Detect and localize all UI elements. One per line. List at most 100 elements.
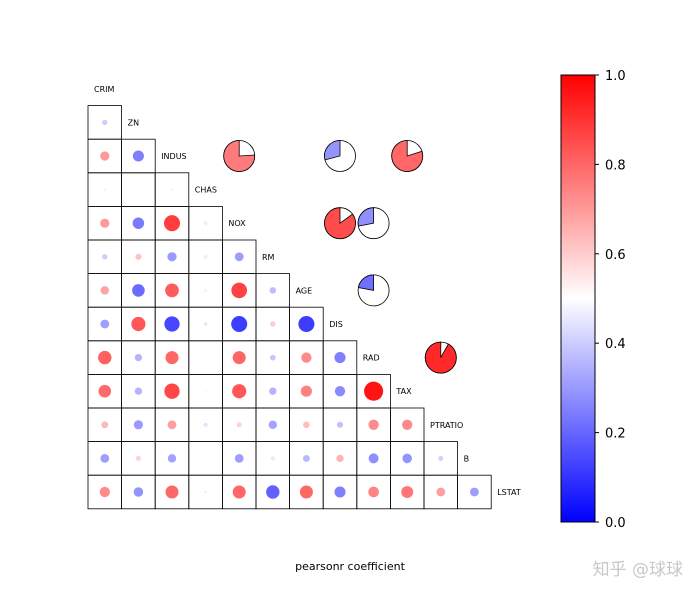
correlation-circle <box>469 487 479 497</box>
correlation-circle <box>133 420 143 430</box>
correlation-circle <box>101 421 109 429</box>
x-axis-label: pearsonr coefficient <box>295 560 405 573</box>
correlation-circle <box>302 454 310 462</box>
correlation-circle <box>165 283 179 298</box>
correlation-circle <box>334 486 346 498</box>
correlation-circle <box>236 422 242 428</box>
correlation-circle <box>266 485 280 499</box>
correlation-circle <box>204 490 207 494</box>
correlation-circle <box>164 316 180 332</box>
correlation-circle <box>204 457 207 460</box>
variable-label: RM <box>262 253 275 262</box>
correlation-circle <box>100 218 110 228</box>
correlation-circle <box>203 322 208 326</box>
pie-slice <box>424 341 457 374</box>
variable-label: NOX <box>228 219 246 228</box>
correlation-circle <box>438 455 444 461</box>
correlation-circle <box>270 456 275 461</box>
variable-label: ZN <box>128 118 139 127</box>
correlation-circle <box>135 253 142 260</box>
correlation-circle <box>203 422 208 427</box>
pie-slice <box>357 207 374 227</box>
correlation-circle <box>165 485 179 499</box>
pie-marker <box>424 341 457 374</box>
pie-marker <box>324 140 356 172</box>
correlation-circle <box>269 354 276 361</box>
correlation-circle <box>98 384 112 398</box>
correlation-circle <box>134 387 143 395</box>
correlation-circle <box>402 453 412 464</box>
colorbar-tick-label: 0.6 <box>605 248 626 263</box>
variable-label: DIS <box>329 320 343 329</box>
correlation-circle <box>132 150 144 162</box>
pie-slice <box>357 274 374 291</box>
correlation-circle <box>103 188 107 191</box>
correlation-circle <box>234 252 244 262</box>
correlation-circle <box>132 284 145 297</box>
correlation-circle <box>232 384 247 399</box>
correlation-circle <box>269 387 277 395</box>
variable-label: CRIM <box>94 85 115 94</box>
correlation-circle <box>137 188 140 191</box>
correlation-circle <box>234 453 244 463</box>
pie-marker <box>357 207 390 240</box>
colorbar-tick-label: 0.2 <box>605 427 626 442</box>
correlation-circle <box>268 420 278 430</box>
variable-label: B <box>464 454 470 463</box>
pie-marker <box>357 274 390 307</box>
correlation-circle <box>102 254 108 260</box>
correlation-circle <box>270 321 276 327</box>
correlation-circle <box>167 420 177 430</box>
correlation-circle <box>203 221 208 225</box>
colorbar-gradient <box>560 74 596 523</box>
correlation-circle <box>163 215 181 232</box>
pie-slice <box>324 207 356 240</box>
variable-labels: CRIM ZN INDUS CHAS NOX RM AGE DIS RAD TAX PTRATIO B… <box>94 85 521 497</box>
pie-marker <box>391 140 424 172</box>
correlation-circle <box>368 453 379 464</box>
colorbar-tick-label: 1.0 <box>605 69 626 84</box>
pie-markers <box>223 140 457 374</box>
correlation-circle <box>100 286 110 295</box>
correlation-circle <box>301 352 312 363</box>
correlation-circle <box>368 419 379 430</box>
variable-label: TAX <box>395 387 412 396</box>
variable-label: INDUS <box>161 152 186 161</box>
correlation-circle <box>167 252 177 262</box>
colorbar-tick-label: 0.4 <box>605 337 626 352</box>
correlation-circle <box>98 350 112 365</box>
correlation-circle <box>231 315 248 333</box>
variable-label: AGE <box>296 286 313 295</box>
variable-label: PTRATIO <box>430 421 463 430</box>
pie-slice <box>391 140 424 172</box>
correlation-circle <box>100 453 110 463</box>
correlation-circle <box>134 353 143 362</box>
correlation-circle <box>133 487 144 497</box>
correlation-circle <box>164 383 180 399</box>
watermark: 知乎 @球球 <box>593 560 683 580</box>
correlation-circle <box>300 385 312 397</box>
correlation-circle <box>204 390 207 393</box>
pie-marker <box>223 140 256 172</box>
correlation-circle <box>100 151 110 161</box>
variable-label: CHAS <box>195 186 217 195</box>
variable-label: LSTAT <box>497 488 521 497</box>
correlation-circle <box>232 485 246 499</box>
grid-cell <box>457 474 492 510</box>
correlation-circle <box>102 119 108 126</box>
correlation-circle <box>135 455 141 461</box>
correlation-circle <box>231 282 248 299</box>
correlation-circle <box>334 386 346 397</box>
pie-slice <box>324 140 341 161</box>
correlation-circle <box>99 486 110 498</box>
pie-slice <box>223 140 256 172</box>
correlation-circle <box>204 356 207 359</box>
colorbar-tick-label: 0.0 <box>605 516 626 531</box>
correlation-circle <box>368 486 379 498</box>
correlation-circle <box>436 487 446 497</box>
colorbar-tick-label: 0.8 <box>605 158 626 173</box>
correlation-circle <box>132 217 145 229</box>
colorbar: 0.0 0.2 0.4 0.6 0.8 1.0 <box>560 69 626 531</box>
variable-label: RAD <box>363 354 380 363</box>
